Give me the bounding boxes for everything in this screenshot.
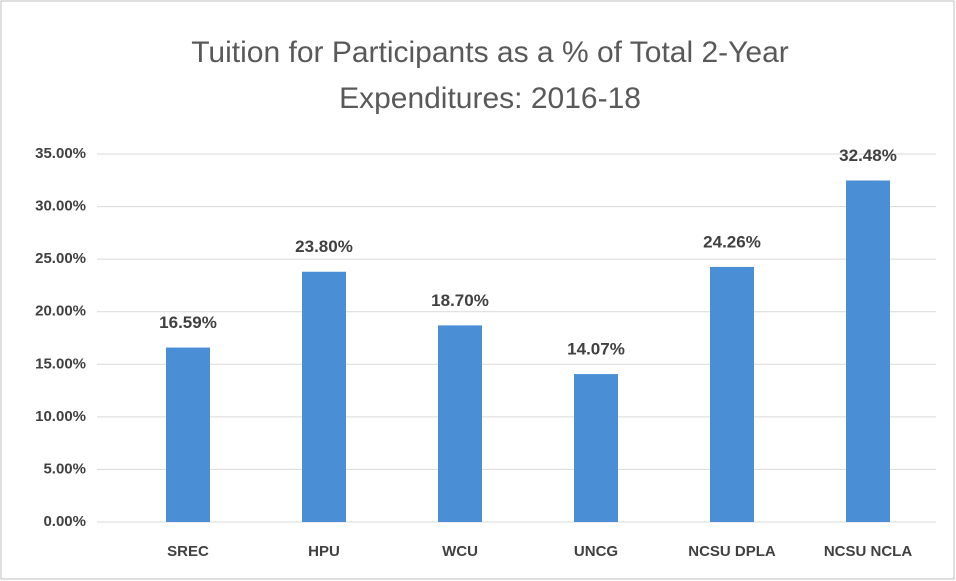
value-label: 18.70% [431,291,489,310]
value-label: 14.07% [567,340,625,359]
bar [846,180,890,522]
value-label: 23.80% [295,237,353,256]
bar [302,271,346,522]
x-tick-label: WCU [442,543,478,560]
value-label: 16.59% [159,313,217,332]
x-tick-label: SREC [167,543,209,560]
y-tick-label: 0.00% [43,513,86,530]
value-label: 24.26% [703,232,761,251]
x-tick-label: UNCG [574,543,618,560]
x-tick-label: NCSU DPLA [688,543,776,560]
x-tick-label: HPU [308,543,340,560]
y-tick-label: 15.00% [35,355,86,372]
y-tick-label: 5.00% [43,460,86,477]
y-tick-label: 20.00% [35,303,86,320]
chart-title: Tuition for Participants as a % of Total… [191,36,789,115]
bar [574,374,618,522]
y-tick-label: 25.00% [35,250,86,267]
bar [438,325,482,522]
bar [710,266,754,522]
value-label: 32.48% [839,146,897,165]
bar [166,347,210,522]
y-tick-label: 10.00% [35,408,86,425]
x-tick-label: NCSU NCLA [824,543,912,560]
y-tick-label: 35.00% [35,145,86,162]
y-tick-label: 30.00% [35,198,86,215]
